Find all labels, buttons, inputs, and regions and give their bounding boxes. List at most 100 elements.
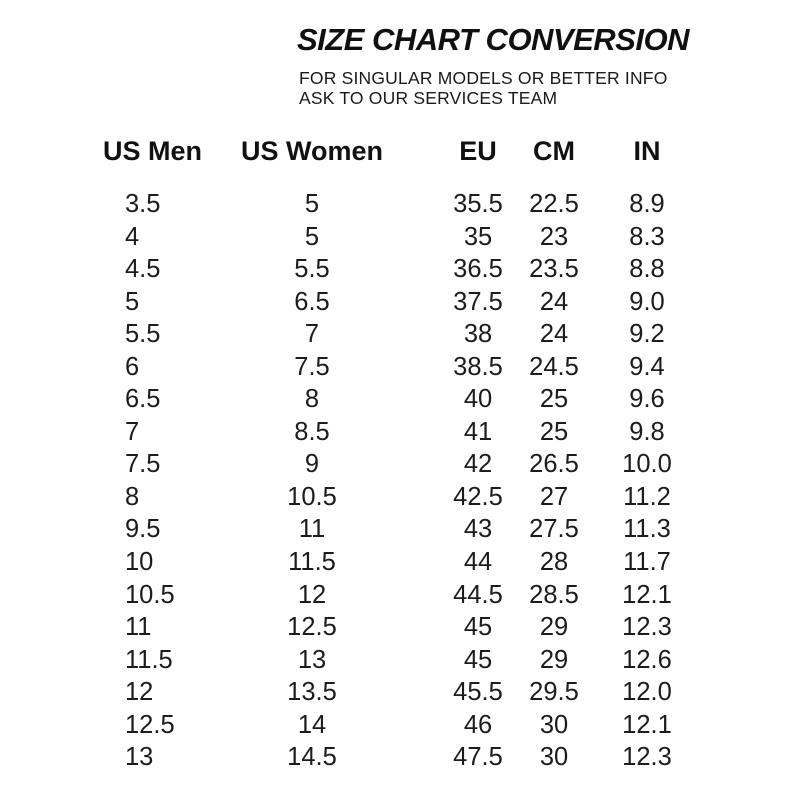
table-row: 8 10.5 42.5 27 11.2	[90, 481, 800, 514]
cell-us-women: 14	[297, 710, 327, 739]
cell-in: 12.3	[622, 743, 672, 772]
cell-us-women: 11	[298, 515, 326, 544]
cell-eu: 41	[463, 417, 493, 446]
cell-eu: 37.5	[453, 287, 503, 316]
cell-us-women: 14.5	[287, 743, 337, 772]
cell-us-men: 3.5	[125, 190, 161, 218]
cell-us-men: 10.5	[125, 580, 175, 609]
cell-us-women: 12	[297, 580, 327, 609]
cell-us-men: 12.5	[125, 710, 175, 739]
table-row: 11.5 13 45 29 12.6	[90, 644, 800, 677]
cell-cm: 30	[539, 710, 569, 739]
cell-cm: 25	[539, 385, 569, 414]
cell-us-women: 8.5	[294, 417, 330, 446]
cell-eu: 42.5	[453, 482, 503, 511]
cell-us-women: 5.5	[294, 255, 330, 284]
subtitle-line-1: FOR SINGULAR MODELS OR BETTER INFO	[299, 67, 668, 88]
table-row: 4 5 35 23 8.3	[90, 221, 800, 254]
cell-us-women: 6.5	[294, 287, 330, 316]
cell-us-women: 11.5	[288, 548, 336, 577]
cell-eu: 44	[463, 548, 493, 577]
cell-eu: 46	[463, 710, 493, 739]
cell-cm: 28.5	[529, 580, 579, 609]
cell-eu: 43	[463, 515, 493, 544]
page-title: SIZE CHART CONVERSION	[297, 22, 689, 57]
cell-us-women: 13.5	[287, 678, 337, 707]
cell-eu: 47.5	[453, 743, 503, 772]
cell-us-men: 6	[125, 352, 140, 381]
cell-eu: 45.5	[453, 678, 503, 707]
cell-in: 12.0	[622, 678, 672, 707]
cell-eu: 45	[463, 613, 493, 642]
cell-cm: 24	[539, 320, 569, 349]
cell-cm: 23	[539, 222, 569, 251]
cell-eu: 40	[463, 385, 493, 414]
cell-in: 8.8	[629, 255, 665, 284]
cell-us-women: 12.5	[287, 613, 337, 642]
cell-us-women: 7	[304, 320, 320, 349]
column-header-us-men: US Men	[103, 136, 203, 166]
column-header-cm: CM	[533, 136, 575, 166]
cell-cm: 29	[539, 613, 569, 642]
cell-in: 9.0	[629, 287, 665, 316]
cell-us-women: 5	[304, 190, 320, 218]
cell-cm: 29.5	[529, 678, 579, 707]
table-row: 9.5 11 43 27.5 11.3	[90, 513, 800, 546]
title-block: SIZE CHART CONVERSION FOR SINGULAR MODEL…	[297, 22, 697, 108]
cell-eu: 38.5	[453, 352, 503, 381]
table-row: 10 11.5 44 28 11.7	[90, 546, 800, 579]
column-header-us-women: US Women	[240, 136, 383, 166]
cell-eu: 45	[463, 645, 493, 674]
cell-us-men: 13	[125, 743, 154, 772]
cell-us-men: 7	[125, 417, 140, 446]
table-row: 7 8.5 41 25 9.8	[90, 416, 800, 449]
cell-cm: 23.5	[529, 255, 579, 284]
cell-cm: 29	[539, 645, 569, 674]
cell-us-women: 8	[304, 385, 320, 414]
table-row: 5.5 7 38 24 9.2	[90, 318, 800, 351]
cell-us-women: 5	[304, 222, 320, 251]
cell-us-men: 4	[125, 222, 140, 251]
subtitle-line-2: ASK TO OUR SERVICES TEAM	[299, 87, 558, 108]
table-row: 3.5 5 35.5 22.5 8.9	[90, 188, 800, 221]
cell-cm: 28	[539, 548, 569, 577]
cell-us-women: 10.5	[287, 482, 337, 511]
cell-us-men: 5.5	[125, 320, 161, 349]
table-header-row: US Men US Women EU CM IN	[90, 136, 800, 166]
cell-eu: 36.5	[453, 255, 503, 284]
cell-us-men: 9.5	[125, 515, 161, 544]
cell-in: 11.2	[623, 482, 671, 511]
column-header-eu: EU	[459, 136, 497, 166]
table-row: 12 13.5 45.5 29.5 12.0	[90, 676, 800, 709]
cell-us-women: 13	[297, 645, 327, 674]
cell-in: 9.4	[629, 352, 665, 381]
cell-in: 12.3	[622, 613, 672, 642]
table-row: 4.5 5.5 36.5 23.5 8.8	[90, 253, 800, 286]
cell-in: 8.3	[629, 222, 665, 251]
cell-in: 11.3	[623, 515, 671, 544]
column-header-in: IN	[633, 136, 661, 166]
cell-us-women: 9	[304, 450, 320, 479]
cell-eu: 44.5	[453, 580, 503, 609]
table-row: 12.5 14 46 30 12.1	[90, 709, 800, 742]
cell-in: 9.2	[629, 320, 665, 349]
cell-us-women: 7.5	[294, 352, 330, 381]
cell-eu: 35	[463, 222, 493, 251]
cell-us-men: 10	[125, 548, 154, 577]
cell-in: 12.6	[622, 645, 672, 674]
table-row: 6 7.5 38.5 24.5 9.4	[90, 351, 800, 384]
cell-eu: 38	[463, 320, 493, 349]
cell-in: 8.9	[629, 190, 665, 218]
size-table-body: 3.5 5 35.5 22.5 8.9 4 5 35 23 8.3 4.5 5.…	[0, 188, 800, 774]
cell-in: 11.7	[623, 548, 671, 577]
cell-cm: 27.5	[529, 515, 579, 544]
cell-us-men: 4.5	[125, 255, 161, 284]
cell-us-men: 11.5	[125, 645, 173, 674]
table-row: 11 12.5 45 29 12.3	[90, 611, 800, 644]
cell-us-men: 7.5	[125, 450, 161, 479]
cell-cm: 26.5	[529, 450, 579, 479]
cell-cm: 25	[539, 417, 569, 446]
cell-us-men: 11	[125, 613, 152, 642]
cell-us-men: 5	[125, 287, 140, 316]
